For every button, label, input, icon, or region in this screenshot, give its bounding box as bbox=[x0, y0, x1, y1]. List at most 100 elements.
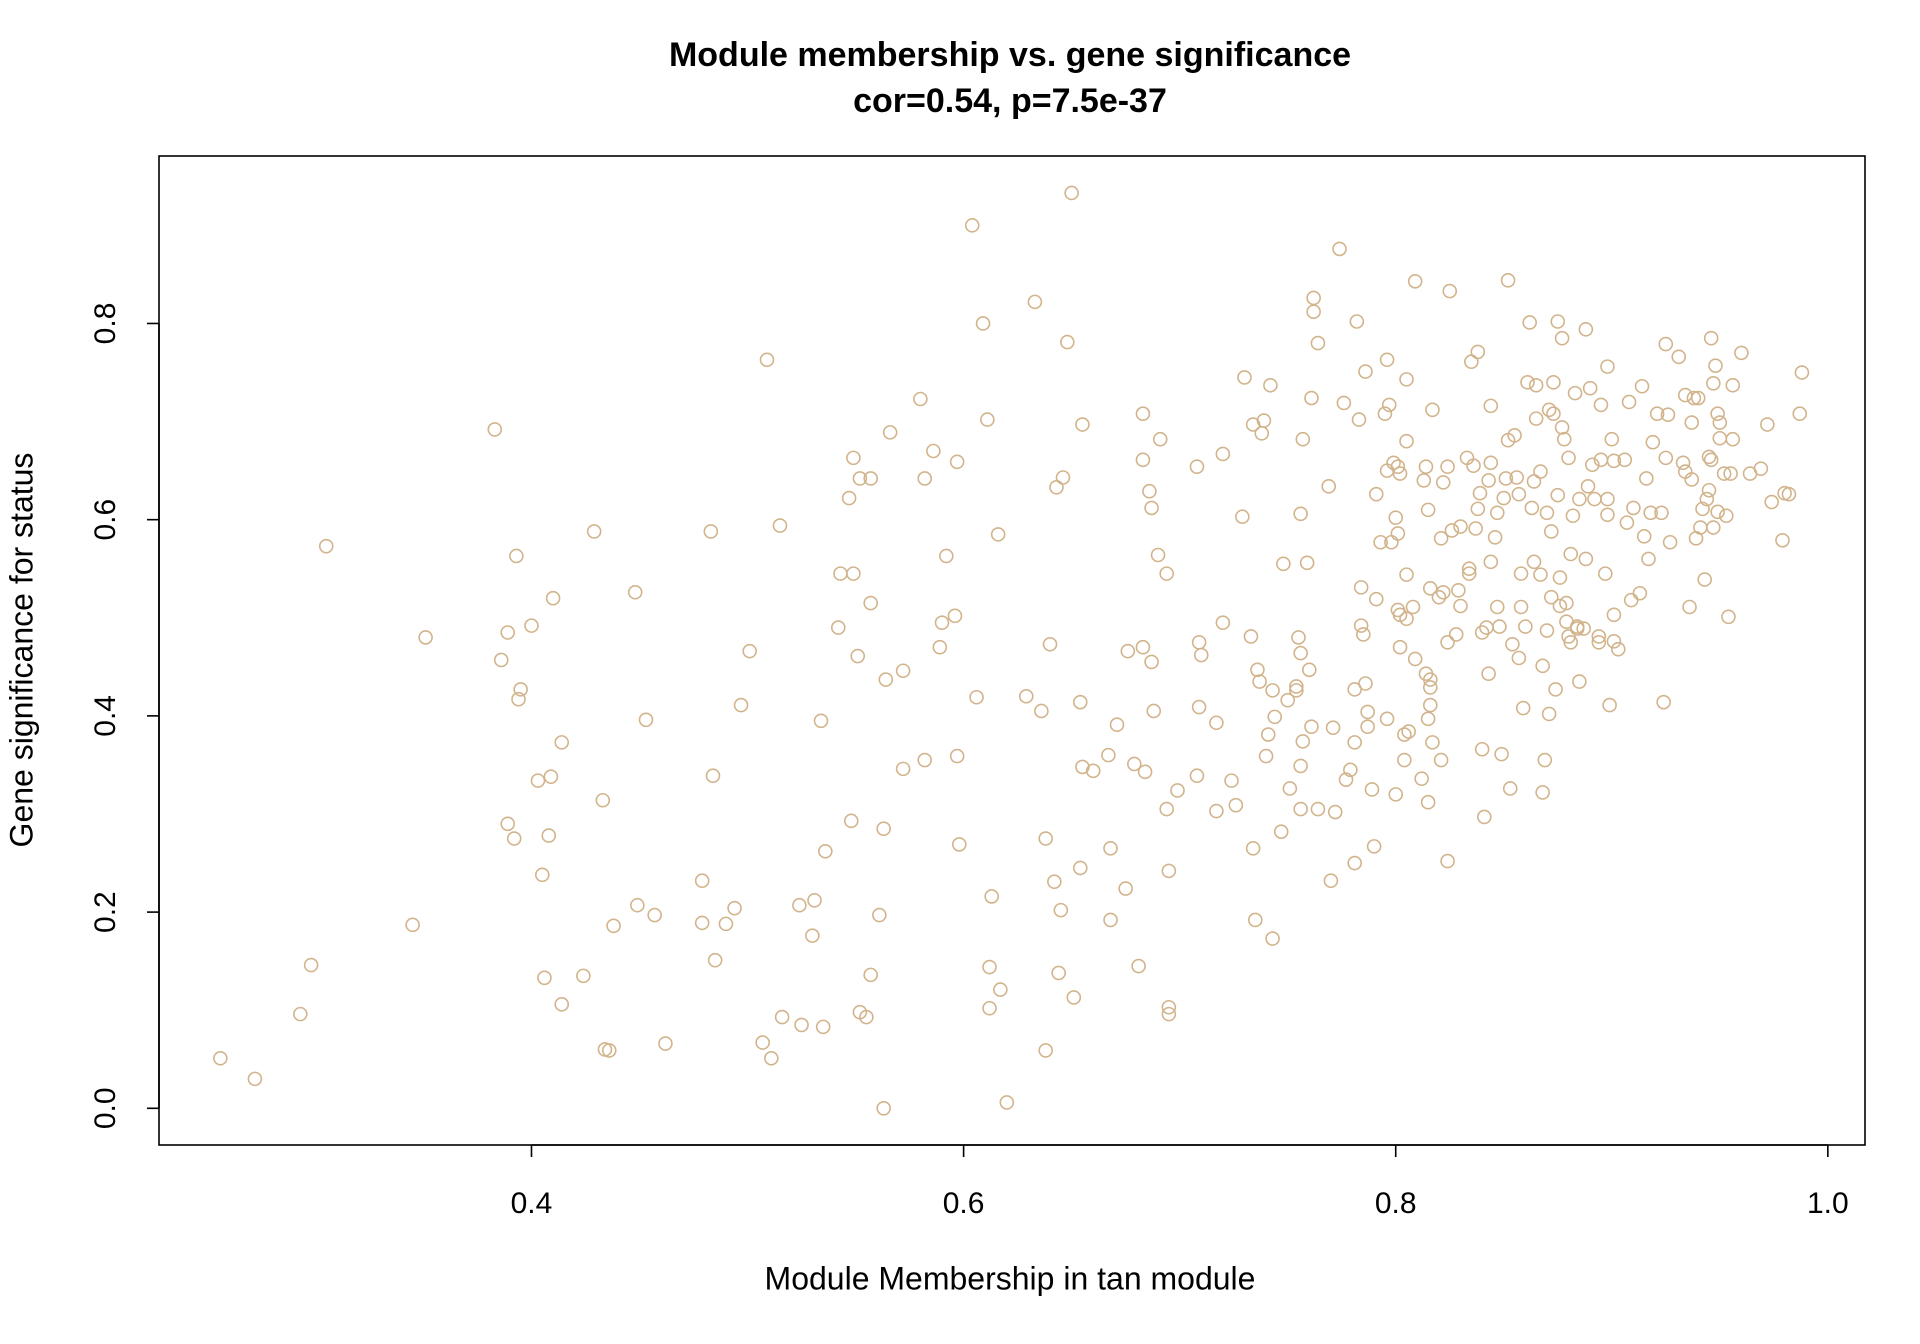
point bbox=[1671, 349, 1687, 365]
point bbox=[1643, 505, 1658, 521]
point bbox=[1721, 609, 1736, 625]
point bbox=[863, 967, 878, 983]
point bbox=[1656, 694, 1671, 710]
point bbox=[705, 768, 721, 784]
point bbox=[318, 538, 334, 554]
point bbox=[813, 713, 829, 729]
point bbox=[1567, 385, 1583, 401]
point bbox=[951, 837, 967, 852]
point bbox=[1468, 521, 1483, 536]
point bbox=[969, 689, 984, 705]
point bbox=[1587, 491, 1602, 507]
point bbox=[1327, 804, 1343, 820]
point bbox=[999, 1095, 1015, 1110]
point bbox=[1049, 480, 1064, 495]
point bbox=[1137, 764, 1153, 780]
point bbox=[1453, 598, 1468, 614]
point bbox=[1600, 359, 1615, 374]
point bbox=[1392, 639, 1408, 655]
point bbox=[1576, 621, 1591, 636]
point bbox=[1546, 375, 1561, 390]
point bbox=[576, 968, 591, 984]
point bbox=[595, 792, 611, 808]
point bbox=[1118, 881, 1133, 896]
point bbox=[733, 697, 749, 713]
point bbox=[1351, 412, 1367, 427]
point bbox=[541, 828, 557, 843]
point bbox=[638, 712, 654, 728]
point bbox=[1407, 273, 1423, 289]
point bbox=[1144, 654, 1159, 670]
point bbox=[543, 769, 559, 785]
point bbox=[247, 1071, 263, 1087]
point bbox=[1360, 719, 1375, 734]
point bbox=[1273, 824, 1289, 839]
x-tick-label: 0.6 bbox=[943, 1187, 985, 1220]
point bbox=[846, 450, 861, 466]
point bbox=[1368, 486, 1384, 502]
point bbox=[1483, 554, 1499, 570]
point bbox=[1399, 611, 1414, 627]
point bbox=[1064, 185, 1079, 201]
point bbox=[1379, 711, 1395, 727]
point bbox=[964, 218, 980, 233]
point bbox=[1247, 912, 1263, 928]
point bbox=[1706, 376, 1721, 391]
point bbox=[1477, 809, 1492, 825]
y-tick-label: 0.4 bbox=[89, 695, 122, 737]
point bbox=[1563, 635, 1579, 650]
point bbox=[1623, 592, 1639, 608]
point bbox=[1723, 466, 1738, 481]
point bbox=[1483, 455, 1499, 471]
point bbox=[1416, 473, 1432, 488]
point bbox=[1386, 455, 1401, 471]
point bbox=[1161, 863, 1177, 879]
point bbox=[1401, 724, 1416, 739]
point bbox=[1494, 746, 1509, 762]
point bbox=[1265, 931, 1280, 946]
point bbox=[554, 997, 570, 1012]
point bbox=[1513, 566, 1529, 581]
point bbox=[1379, 352, 1395, 368]
point bbox=[818, 843, 833, 859]
point bbox=[1135, 406, 1151, 422]
point bbox=[213, 1050, 228, 1066]
point bbox=[545, 590, 561, 606]
point bbox=[1565, 508, 1581, 524]
point bbox=[805, 928, 820, 943]
point bbox=[1636, 529, 1652, 544]
point bbox=[1528, 377, 1544, 393]
point bbox=[1511, 486, 1527, 502]
point bbox=[1256, 413, 1272, 428]
point bbox=[1347, 855, 1362, 871]
point bbox=[1718, 508, 1734, 524]
point bbox=[1366, 839, 1382, 854]
point bbox=[1085, 763, 1101, 779]
point bbox=[1420, 711, 1436, 727]
point bbox=[1699, 491, 1715, 507]
point bbox=[1775, 532, 1790, 548]
point bbox=[1760, 417, 1775, 432]
point bbox=[1470, 501, 1486, 517]
point bbox=[1552, 570, 1568, 585]
point bbox=[1431, 589, 1447, 605]
point bbox=[1543, 524, 1559, 539]
point bbox=[1189, 768, 1205, 784]
point bbox=[1075, 417, 1090, 432]
point bbox=[1245, 841, 1261, 856]
y-axis-label: Gene significance for status bbox=[3, 453, 39, 848]
point bbox=[1252, 674, 1267, 689]
point bbox=[1677, 387, 1693, 403]
point bbox=[1027, 294, 1043, 310]
point bbox=[1399, 567, 1414, 582]
point bbox=[1051, 965, 1066, 981]
point bbox=[1018, 688, 1034, 704]
point bbox=[511, 691, 526, 707]
point bbox=[878, 672, 894, 687]
point bbox=[1276, 556, 1291, 572]
point bbox=[1299, 555, 1315, 571]
point bbox=[1295, 734, 1311, 749]
point bbox=[1556, 431, 1572, 447]
point bbox=[947, 608, 963, 624]
